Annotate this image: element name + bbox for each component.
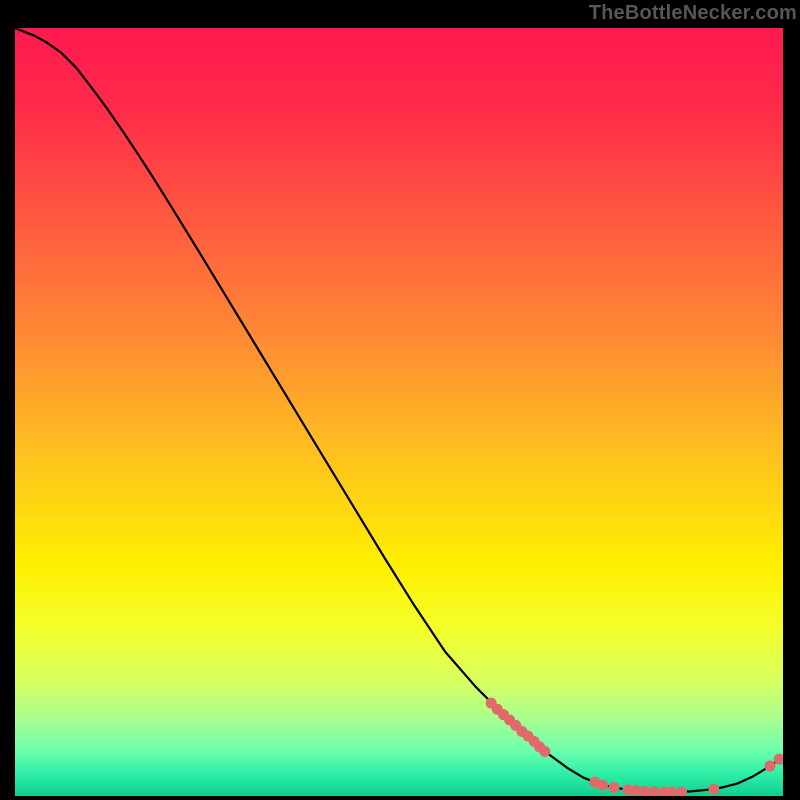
chart-point <box>764 761 775 772</box>
chart-container: TheBottleNecker.com <box>0 0 800 800</box>
chart-point <box>676 787 687 796</box>
chart-overlay <box>15 28 783 796</box>
chart-point <box>708 784 719 795</box>
chart-point <box>597 780 608 791</box>
chart-curve <box>15 28 783 792</box>
chart-point <box>609 782 620 793</box>
chart-plot-area <box>15 28 783 796</box>
chart-point <box>666 787 677 796</box>
watermark-text: TheBottleNecker.com <box>589 2 797 25</box>
chart-point <box>539 746 550 757</box>
chart-point <box>648 786 659 796</box>
